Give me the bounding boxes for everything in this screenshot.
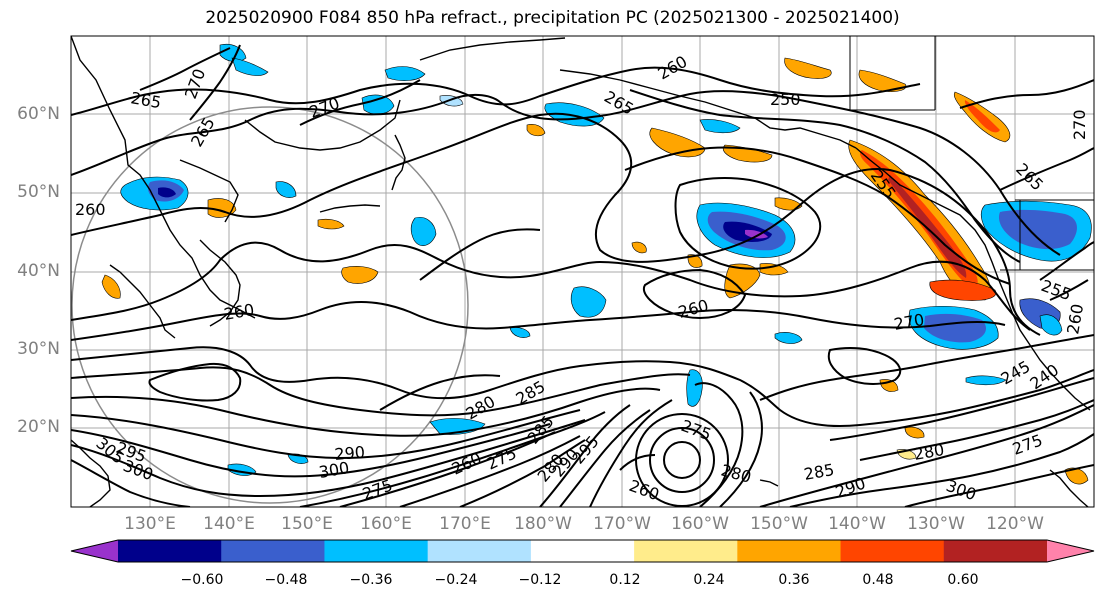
map-title: 2025020900 F084 850 hPa refract., precip… <box>205 8 900 28</box>
lon-label: 160°W <box>671 514 729 534</box>
lon-label: 120°W <box>986 514 1044 534</box>
colorbar-tick-label: 0.60 <box>947 572 979 588</box>
lon-label: 170°W <box>593 514 651 534</box>
borders <box>849 36 1094 271</box>
refractivity-contours <box>71 44 1094 507</box>
lon-label: 130°E <box>124 514 176 534</box>
lon-label: 150°E <box>281 514 333 534</box>
lon-label: 130°W <box>907 514 965 534</box>
lat-label: 50°N <box>17 182 60 202</box>
colorbar-tick-label: 0.48 <box>862 572 894 588</box>
precip-shading <box>101 43 1092 485</box>
map-frame <box>70 35 1095 508</box>
coastlines <box>71 36 1091 507</box>
colorbar-tick-label: −0.60 <box>180 572 224 588</box>
lat-label: 40°N <box>17 261 60 281</box>
lon-label: 160°E <box>360 514 412 534</box>
lon-label: 180°W <box>514 514 572 534</box>
colorbar-tick-label: −0.36 <box>349 572 393 588</box>
colorbar-tick-label: −0.12 <box>518 572 562 588</box>
colorbar-tick-label: 0.36 <box>778 572 810 588</box>
lon-label: 140°E <box>203 514 255 534</box>
colorbar-tick-label: 0.24 <box>693 572 725 588</box>
lon-label: 140°W <box>828 514 886 534</box>
colorbar-tick-label: −0.24 <box>434 572 478 588</box>
lon-label: 170°E <box>439 514 491 534</box>
colorbar-tick-label: −0.48 <box>264 572 308 588</box>
lat-label: 60°N <box>17 104 60 124</box>
lat-label: 20°N <box>17 417 60 437</box>
colorbar-tick-label: 0.12 <box>609 572 641 588</box>
domain-circle <box>71 106 469 504</box>
lon-label: 150°W <box>750 514 808 534</box>
lat-label: 30°N <box>17 339 60 359</box>
